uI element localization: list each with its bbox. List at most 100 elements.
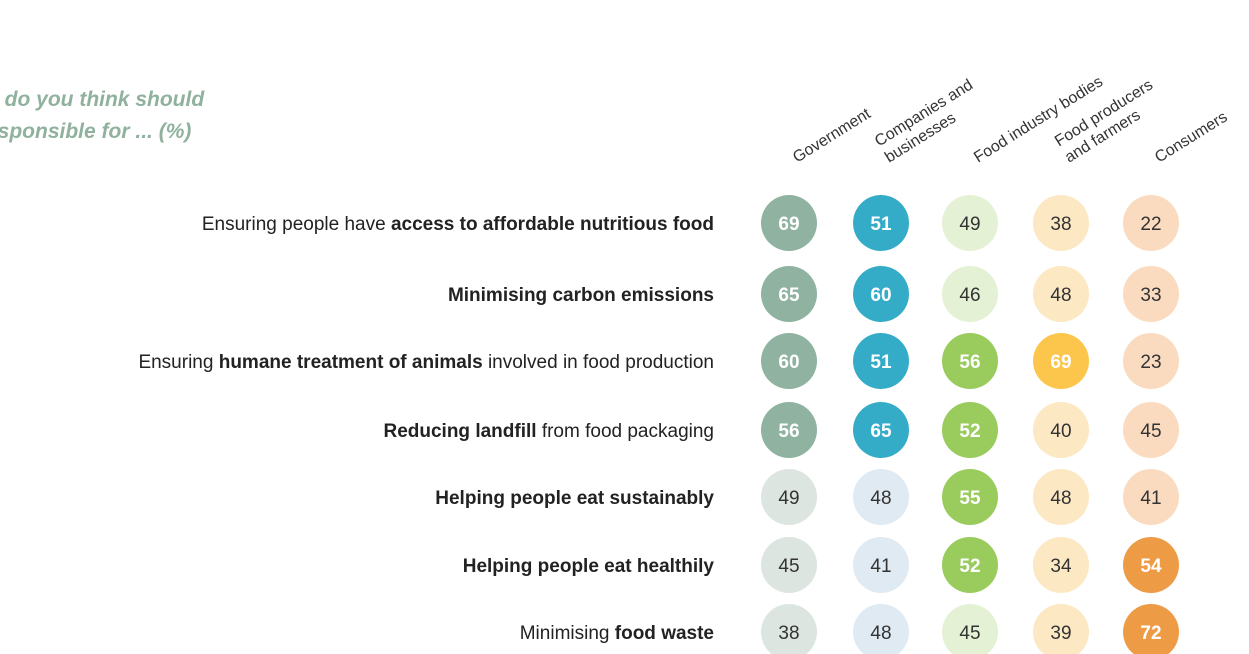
value-label: 49 [778, 488, 799, 509]
column-header-line: Consumers [1152, 109, 1230, 167]
value-bubble [853, 604, 909, 654]
value-label: 54 [1140, 556, 1162, 577]
value-bubble [1033, 402, 1089, 458]
value-label: 33 [1140, 285, 1161, 306]
value-bubble [942, 333, 998, 389]
row-label-2: Minimising carbon emissions [448, 285, 714, 306]
value-label: 52 [959, 421, 980, 442]
row-label-bold-part: Helping people eat sustainably [435, 488, 714, 509]
row-label-1: Ensuring people have access to affordabl… [202, 214, 714, 235]
value-label: 48 [1050, 285, 1071, 306]
value-bubble [761, 333, 817, 389]
value-label: 55 [959, 488, 981, 509]
row-label-bold-part: Helping people eat healthily [463, 556, 715, 577]
value-bubble [761, 604, 817, 654]
column-header-text: Consumers [1152, 109, 1230, 167]
row-label-bold-part: Minimising carbon emissions [448, 285, 714, 306]
column-header-line: Government [790, 105, 874, 166]
value-bubble [1123, 333, 1179, 389]
value-bubble [942, 469, 998, 525]
value-label: 45 [1140, 421, 1161, 442]
chart-title-line-1: o do you think should [0, 88, 205, 111]
value-label: 60 [870, 285, 891, 306]
value-bubble [1033, 537, 1089, 593]
row-label-5: Helping people eat sustainably [435, 488, 714, 509]
value-bubble [761, 469, 817, 525]
value-label: 56 [959, 352, 980, 373]
value-label: 69 [1050, 352, 1071, 373]
value-label: 45 [778, 556, 799, 577]
row-label-part: Minimising [520, 623, 615, 644]
value-bubble [942, 266, 998, 322]
value-label: 34 [1050, 556, 1072, 577]
row-label-bold-part: Reducing landfill [383, 421, 536, 442]
value-label: 52 [959, 556, 980, 577]
value-label: 72 [1140, 623, 1161, 644]
value-bubble [761, 195, 817, 251]
value-bubble [1123, 604, 1179, 654]
value-label: 41 [870, 556, 891, 577]
value-label: 46 [959, 285, 980, 306]
value-bubble [853, 333, 909, 389]
value-label: 65 [778, 285, 800, 306]
value-label: 38 [778, 623, 799, 644]
value-label: 40 [1050, 421, 1071, 442]
value-label: 22 [1140, 214, 1161, 235]
value-bubble [1033, 195, 1089, 251]
value-label: 49 [959, 214, 980, 235]
value-bubble [942, 604, 998, 654]
value-label: 41 [1140, 488, 1161, 509]
row-label-bold-part: food waste [615, 623, 714, 644]
value-bubble [942, 195, 998, 251]
value-label: 48 [1050, 488, 1071, 509]
value-label: 38 [1050, 214, 1071, 235]
value-bubble [942, 402, 998, 458]
value-label: 60 [778, 352, 799, 373]
value-label: 48 [870, 623, 891, 644]
column-header-5: Consumers [1152, 109, 1230, 167]
value-bubble [1123, 469, 1179, 525]
value-bubble [761, 402, 817, 458]
value-label: 23 [1140, 352, 1161, 373]
value-bubble [1033, 469, 1089, 525]
chart-title: o do you think should esponsible for ...… [0, 84, 306, 148]
value-bubble [1033, 266, 1089, 322]
value-bubble [1033, 604, 1089, 654]
value-bubble [1123, 266, 1179, 322]
column-header-2: Companies andbusinesses [872, 76, 986, 166]
row-label-part: Ensuring people have [202, 214, 391, 235]
value-bubble [761, 537, 817, 593]
value-bubble [853, 469, 909, 525]
row-label-bold-part: humane treatment of animals [219, 352, 483, 373]
row-label-bold-part: access to affordable nutritious food [391, 214, 714, 235]
value-label: 65 [870, 421, 892, 442]
value-label: 39 [1050, 623, 1071, 644]
value-bubble [853, 537, 909, 593]
chart-title-line-2: esponsible for ... (%) [0, 120, 192, 143]
row-label-4: Reducing landfill from food packaging [383, 421, 714, 442]
value-label: 69 [778, 214, 799, 235]
row-label-6: Helping people eat healthily [463, 556, 715, 577]
value-bubble [853, 402, 909, 458]
value-label: 51 [870, 352, 892, 373]
value-bubble [942, 537, 998, 593]
value-bubble [853, 266, 909, 322]
row-label-part: involved in food production [483, 352, 714, 373]
value-bubble [1123, 402, 1179, 458]
value-label: 48 [870, 488, 891, 509]
row-label-3: Ensuring humane treatment of animals inv… [138, 352, 714, 373]
value-bubble [761, 266, 817, 322]
value-label: 56 [778, 421, 799, 442]
value-bubble [1123, 195, 1179, 251]
value-label: 45 [959, 623, 980, 644]
column-header-1: Government [790, 105, 874, 166]
column-header-text: Government [790, 105, 874, 166]
value-bubble [1123, 537, 1179, 593]
value-label: 51 [870, 214, 892, 235]
row-label-7: Minimising food waste [520, 623, 714, 644]
row-label-part: Ensuring [138, 352, 218, 373]
value-bubble [1033, 333, 1089, 389]
column-header-text: Companies andbusinesses [872, 76, 986, 166]
value-bubble [853, 195, 909, 251]
